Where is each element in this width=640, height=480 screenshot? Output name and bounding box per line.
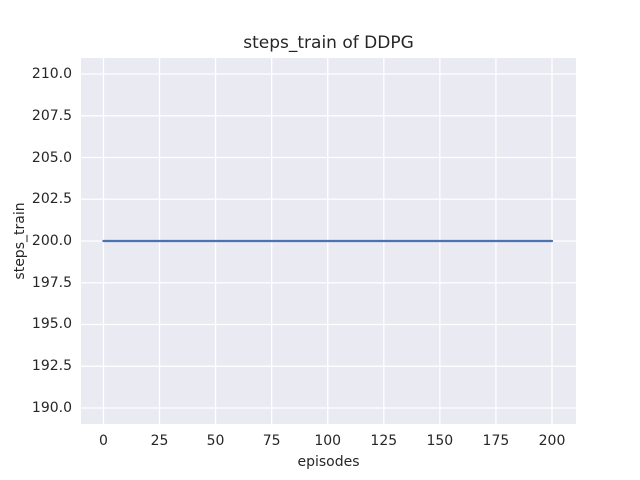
x-tick-label: 175 (482, 433, 510, 449)
y-tick-label: 190.0 (31, 399, 72, 416)
x-tick-label: 100 (314, 433, 342, 449)
y-tick-label: 200.0 (31, 233, 72, 249)
x-tick-label: 125 (370, 433, 398, 449)
plot-area (81, 58, 576, 424)
x-tick-label: 150 (426, 433, 454, 449)
y-tick-label: 205.0 (31, 149, 72, 166)
y-tick-label: 197.5 (31, 274, 72, 291)
y-tick-label: 202.5 (31, 191, 72, 208)
x-tick-label: 200 (538, 433, 566, 449)
chart-canvas (81, 58, 576, 424)
y-tick-label: 192.5 (31, 358, 72, 375)
y-tick-label: 207.5 (31, 107, 72, 124)
x-tick-label: 75 (262, 433, 281, 449)
x-tick-label: 50 (206, 433, 225, 449)
chart-title: steps_train of DDPG (243, 33, 414, 53)
x-tick-label: 0 (98, 433, 108, 449)
y-tick-label: 195.0 (31, 316, 72, 333)
x-axis-label: episodes (297, 454, 360, 470)
y-tick-label: 210.0 (31, 66, 72, 83)
x-tick-label: 25 (150, 433, 169, 449)
